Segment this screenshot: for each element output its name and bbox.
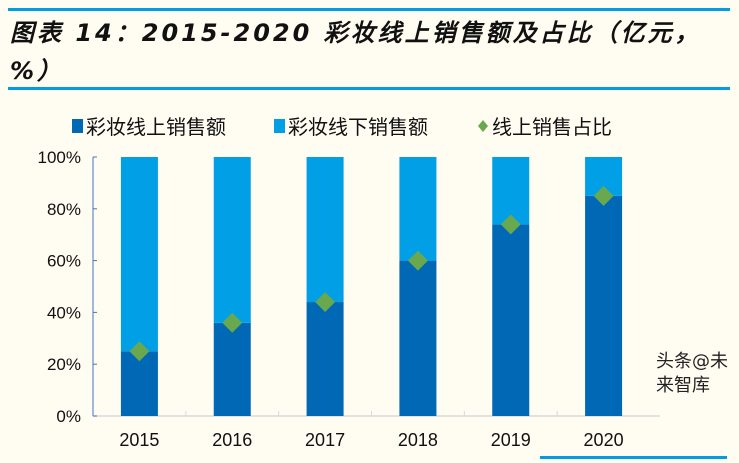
bar-offline — [306, 157, 344, 303]
legend-swatch — [478, 120, 488, 132]
share-point — [407, 250, 428, 271]
y-tick-label: 40% — [47, 303, 81, 322]
watermark-underline — [540, 456, 727, 459]
y-tick-label: 100% — [38, 148, 81, 167]
share-point — [500, 214, 521, 235]
share-point — [222, 312, 243, 333]
bar-online — [120, 351, 158, 416]
chart-title: 图表 14：2015-2020 彩妆线上销售额及占比（亿元，%） — [10, 19, 702, 85]
y-tick-label: 80% — [47, 200, 81, 219]
bar-online — [213, 322, 251, 416]
bar-offline — [492, 157, 530, 225]
bar-offline — [120, 157, 158, 352]
bar-online — [306, 302, 344, 416]
legend-label: 线上销售占比 — [492, 115, 612, 139]
y-tick-label: 60% — [47, 252, 81, 271]
share-point — [593, 185, 614, 206]
title-bottom-rule — [8, 87, 730, 90]
share-point — [315, 292, 336, 313]
bar-online — [399, 260, 437, 416]
x-tick-label: 2018 — [398, 430, 438, 450]
bar-online — [585, 195, 623, 416]
share-point — [129, 341, 150, 362]
watermark: 头条@未来智库 — [656, 351, 728, 396]
legend-label: 彩妆线下销售额 — [288, 115, 428, 139]
y-tick-label: 0% — [56, 407, 81, 426]
x-tick-label: 2020 — [584, 430, 624, 450]
bar-offline — [213, 157, 251, 323]
x-tick-label: 2019 — [491, 430, 531, 450]
x-tick-label: 2016 — [212, 430, 252, 450]
legend-swatch — [274, 119, 285, 133]
title-top-rule — [8, 8, 730, 11]
x-tick-label: 2015 — [119, 430, 159, 450]
y-tick-label: 20% — [47, 355, 81, 374]
legend-label: 彩妆线上销售额 — [86, 115, 226, 139]
legend-swatch — [72, 119, 83, 133]
bar-offline — [399, 157, 437, 261]
x-tick-label: 2017 — [305, 430, 345, 450]
bar-online — [492, 224, 530, 416]
